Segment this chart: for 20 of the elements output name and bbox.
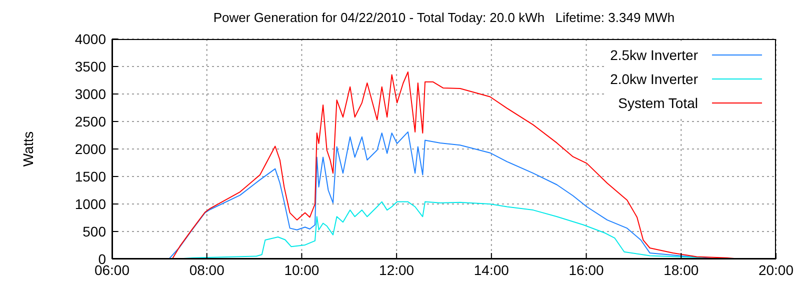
x-tick-label: 14:00 [474, 262, 510, 278]
x-tick-label: 18:00 [664, 262, 699, 278]
x-tick-label: 20:00 [758, 262, 794, 278]
x-tick-label: 16:00 [568, 262, 604, 278]
y-tick-label: 2000 [74, 140, 106, 157]
x-tick-label: 12:00 [379, 262, 414, 278]
y-tick-label: 1500 [74, 168, 106, 184]
y-axis-title: Watts [20, 131, 36, 167]
y-tick-label: 1000 [74, 196, 106, 212]
chart-title: Power Generation for 04/22/2010 - Total Today: 20.0 kWh Lifetime: 3.349 MWh [212, 10, 676, 25]
y-tick-label: 500 [82, 223, 106, 240]
y-tick-label: 4000 [74, 30, 106, 47]
legend-label: System Total [618, 95, 698, 111]
x-tick-label: 10:00 [284, 262, 320, 278]
y-tick-label: 2500 [74, 113, 106, 130]
legend-label: 2.5kw Inverter [610, 47, 698, 63]
x-tick-label: 08:00 [189, 262, 225, 278]
y-tick-label: 3500 [74, 58, 106, 74]
legend-label: 2.0kw Inverter [610, 71, 698, 87]
y-tick-label: 3000 [74, 86, 106, 102]
